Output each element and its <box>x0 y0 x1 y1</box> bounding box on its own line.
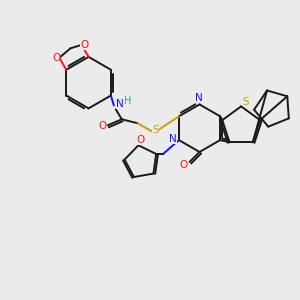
Text: O: O <box>99 121 107 131</box>
Text: O: O <box>136 135 145 145</box>
Text: S: S <box>152 125 159 135</box>
Text: O: O <box>52 53 61 63</box>
Text: S: S <box>243 98 249 107</box>
Text: N: N <box>169 134 177 144</box>
Text: N: N <box>195 94 203 103</box>
Text: O: O <box>180 160 188 170</box>
Text: O: O <box>80 40 89 50</box>
Text: H: H <box>124 97 131 106</box>
Text: N: N <box>116 99 124 110</box>
